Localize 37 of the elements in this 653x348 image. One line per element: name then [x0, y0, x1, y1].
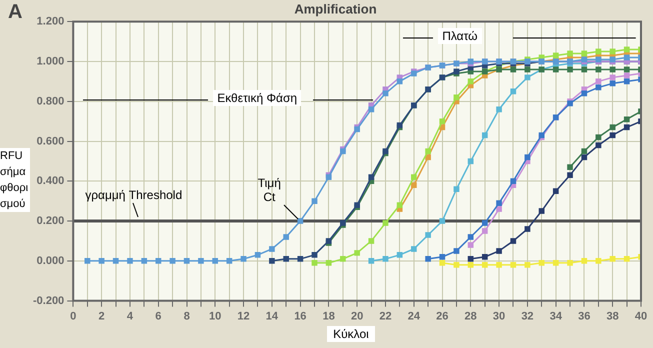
x-tick-label: 6	[155, 310, 162, 322]
y-tick-label: 0.600	[36, 135, 64, 148]
x-tick-label: 0	[70, 310, 76, 322]
x-tick-label: 28	[464, 310, 477, 322]
x-tick-label: 40	[634, 310, 648, 322]
x-tick-label: 14	[266, 310, 279, 322]
x-tick-label: 34	[550, 310, 563, 322]
x-tick-label: 8	[184, 310, 190, 322]
y-tick-label: 1.000	[36, 56, 64, 68]
y-tick-label: 1.200	[36, 16, 64, 28]
x-tick-label: 16	[294, 310, 306, 322]
text: A	[7, 0, 24, 25]
chart-title: Amplification	[294, 1, 377, 16]
x-tick-label: 10	[209, 310, 222, 322]
ref-line-label: γραμμή Threshold	[84, 187, 184, 204]
x-tick-label: 2	[98, 310, 105, 322]
x-tick-label: 36	[578, 310, 590, 322]
y-tick-label: 0.200	[36, 215, 64, 228]
x-tick-label: 22	[379, 310, 392, 322]
annotation: Πλατώ	[438, 28, 482, 44]
x-tick-label: 24	[408, 310, 421, 322]
x-axis-title: Κύκλοι	[327, 326, 375, 342]
x-tick-label: 32	[521, 310, 534, 322]
x-tick-label: 18	[322, 310, 335, 322]
annotation: Εκθετική Φάση	[213, 90, 302, 106]
y-tick-label: -0.200	[32, 294, 64, 307]
annotation: Τιμή Ct	[256, 175, 282, 206]
x-tick-label: 20	[350, 310, 364, 322]
x-tick-label: 30	[492, 310, 506, 322]
y-axis-title: RFU σήμα φθορισμού	[0, 148, 30, 212]
x-tick-label: 12	[237, 310, 250, 322]
y-tick-label: 0.000	[36, 254, 64, 267]
y-tick-label: 0.800	[36, 95, 64, 108]
x-tick-label: 26	[436, 310, 448, 322]
x-tick-label: 38	[606, 310, 619, 322]
y-tick-label: 0.400	[36, 175, 64, 188]
x-tick-label: 4	[126, 310, 134, 322]
